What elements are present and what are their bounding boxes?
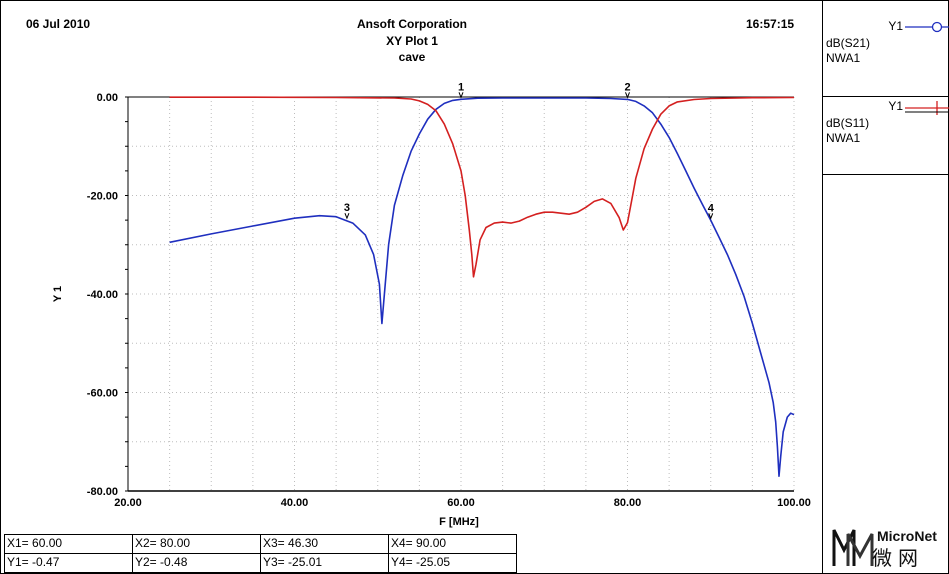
series-dbs11 [169, 96, 795, 278]
x-tick-label: 40.00 [281, 497, 309, 509]
marker-x4: X4= 90.00 [388, 534, 517, 554]
y-tick-label: -60.00 [87, 388, 118, 400]
legend-circle-icon [905, 21, 949, 33]
logo-sub: 微网 [872, 548, 924, 570]
logo-name: MicroNet [877, 528, 937, 544]
marker-x3: X3= 46.30 [260, 534, 389, 554]
y-axis-label: Y 1 [52, 286, 64, 302]
marker-pointer [708, 213, 714, 220]
plot-title: XY Plot 1 [386, 34, 438, 48]
marker-table: X1= 60.00 X2= 80.00 X3= 46.30 X4= 90.00 … [4, 534, 517, 573]
x-tick-label: 60.00 [447, 497, 475, 509]
x-tick-label: 100.00 [777, 497, 811, 509]
marker-pointer [458, 92, 464, 99]
legend-source-name: NWA1 [826, 51, 861, 65]
x-axis-label: F [MHz] [439, 516, 479, 528]
marker-y1: Y1= -0.47 [4, 553, 133, 573]
x-tick-label: 80.00 [614, 497, 642, 509]
micronet-logo-icon [832, 529, 874, 566]
marker-label: 2 [624, 81, 630, 93]
y-tick-label: -40.00 [87, 289, 118, 301]
legend-plus-icon [905, 101, 949, 115]
legend-item-s21[interactable]: Y1 dB(S21) NWA1 [823, 0, 949, 97]
design-name: cave [398, 50, 426, 64]
markers: 1 2 3 4 [344, 81, 715, 220]
marker-label: 4 [708, 202, 715, 214]
legend-trace-name: dB(S21) [826, 36, 871, 50]
axes: 20.00 40.00 60.00 80.00 100.00 0.00 -20.00 -40.… [87, 92, 811, 509]
plot-date: 06 Jul 2010 [26, 17, 91, 31]
marker-x1: X1= 60.00 [4, 534, 133, 554]
plot-time: 16:57:15 [746, 17, 795, 31]
y-tick-label: -80.00 [87, 486, 118, 498]
grid [127, 96, 795, 492]
curves [169, 96, 795, 477]
x-tick-label: 20.00 [114, 497, 142, 509]
marker-x2: X2= 80.00 [132, 534, 261, 554]
marker-pointer [344, 212, 350, 220]
legend-trace-name: dB(S11) [826, 116, 870, 130]
legend-y-label: Y1 [888, 99, 903, 113]
series-dbs21 [169, 97, 795, 477]
marker-y2: Y2= -0.48 [132, 553, 261, 573]
y-tick-label: 0.00 [97, 92, 118, 104]
marker-pointer [625, 92, 630, 99]
marker-y4: Y4= -25.05 [388, 553, 517, 573]
legend-item-s11[interactable]: Y1 dB(S11) NWA1 [823, 96, 949, 175]
legend-y-label: Y1 [888, 19, 903, 33]
company-name: Ansoft Corporation [357, 17, 467, 31]
marker-label: 3 [344, 202, 350, 214]
y-tick-label: -20.00 [87, 191, 118, 203]
legend-separator [822, 0, 823, 574]
legend-source-name: NWA1 [826, 131, 861, 145]
marker-y3: Y3= -25.01 [260, 553, 389, 573]
marker-label: 1 [458, 81, 464, 93]
